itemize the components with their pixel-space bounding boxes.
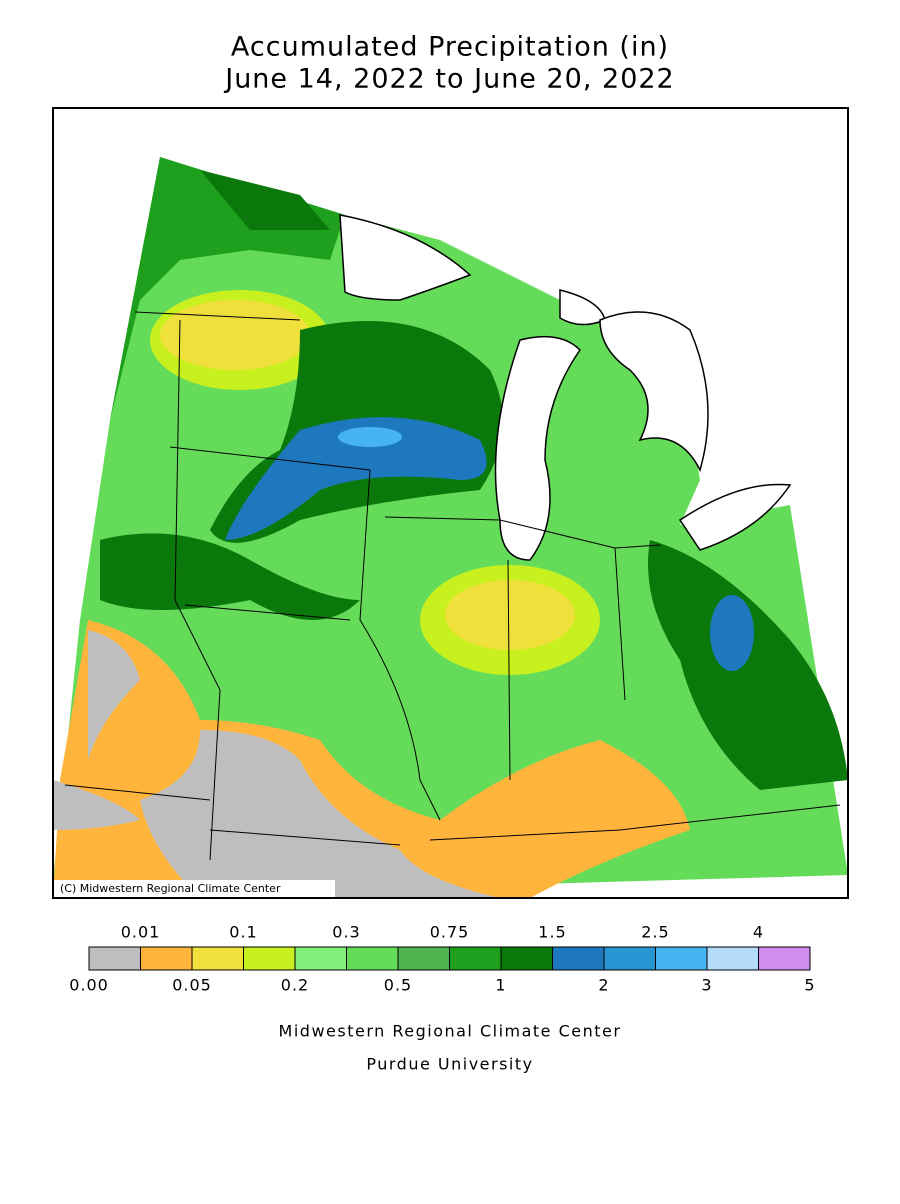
copyright: (C) Midwestern Regional Climate Center xyxy=(60,882,281,895)
legend-label: 2 xyxy=(598,976,609,995)
legend-swatch xyxy=(346,946,399,971)
legend-swatch xyxy=(758,946,811,971)
map-region xyxy=(338,427,402,447)
footer-line: Midwestern Regional Climate Center xyxy=(279,1022,622,1041)
map-region xyxy=(140,730,500,898)
legend-label: 2.5 xyxy=(641,923,669,942)
footer-line: Purdue University xyxy=(366,1055,533,1074)
legend-swatch xyxy=(449,946,502,971)
legend: 0.00 0.05 0.2 0.5 1 2 3 5 0.01 0.1 0.3 0.75 1.5 2.5 4 xyxy=(69,923,815,995)
title-line: June 14, 2022 to June 20, 2022 xyxy=(223,64,675,95)
copyright-box xyxy=(53,880,335,898)
legend-swatch xyxy=(706,946,759,971)
legend-label: 0.01 xyxy=(121,923,161,942)
legend-swatch xyxy=(88,946,141,971)
state-borders xyxy=(64,311,841,861)
legend-swatch xyxy=(603,946,656,971)
legend-swatch xyxy=(294,946,347,971)
legend-swatch xyxy=(500,946,553,971)
legend-swatch xyxy=(140,946,193,971)
map: (C) Midwestern Regional Climate Center xyxy=(52,107,849,899)
legend-label: 1.5 xyxy=(538,923,566,942)
lake xyxy=(494,335,581,561)
title-line: Accumulated Precipitation (in) xyxy=(231,32,669,63)
legend-label: 5 xyxy=(804,976,815,995)
map-region xyxy=(100,533,360,620)
legend-swatch xyxy=(397,946,450,971)
map-region xyxy=(88,630,140,760)
legend-swatch xyxy=(552,946,605,971)
lake xyxy=(678,483,792,551)
map-region xyxy=(53,780,140,830)
map-region xyxy=(200,170,330,230)
legend-label: 1 xyxy=(495,976,506,995)
legend-swatch xyxy=(243,946,296,971)
legend-swatch xyxy=(191,946,244,971)
map-frame xyxy=(52,107,849,899)
map-region xyxy=(710,595,754,671)
legend-label: 0.00 xyxy=(69,976,109,995)
legend-label: 0.75 xyxy=(430,923,470,942)
legend-label: 0.5 xyxy=(384,976,412,995)
legend-label: 0.1 xyxy=(229,923,257,942)
legend-swatch xyxy=(655,946,708,971)
legend-label: 0.3 xyxy=(332,923,360,942)
legend-label: 0.05 xyxy=(172,976,212,995)
map-region xyxy=(160,300,310,370)
lake xyxy=(599,311,709,473)
map-region xyxy=(225,417,487,540)
map-region xyxy=(445,580,575,650)
legend-label: 4 xyxy=(753,923,764,942)
legend-label: 0.2 xyxy=(281,976,309,995)
legend-label: 3 xyxy=(701,976,712,995)
map-region xyxy=(648,540,848,790)
